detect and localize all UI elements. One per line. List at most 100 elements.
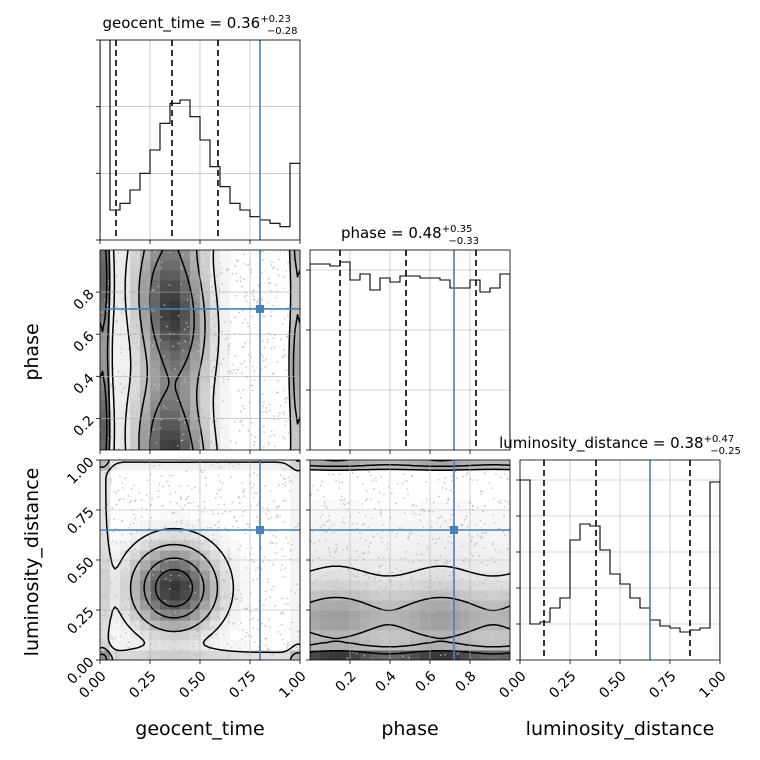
contour-geocent-time-vs-luminosity-distance-sample-point bbox=[255, 492, 258, 495]
contour-phase-vs-luminosity-distance-density-cell bbox=[370, 520, 381, 531]
contour-phase-vs-luminosity-distance-density-cell bbox=[470, 630, 481, 641]
contour-geocent-time-vs-luminosity-distance-density-cell bbox=[150, 630, 161, 641]
contour-geocent-time-vs-phase-sample-point bbox=[278, 258, 281, 261]
contour-phase-vs-luminosity-distance-sample-point bbox=[361, 552, 364, 555]
contour-geocent-time-vs-phase-density-cell bbox=[190, 440, 201, 450]
contour-geocent-time-vs-luminosity-distance-sample-point bbox=[115, 595, 117, 598]
contour-geocent-time-vs-phase-density-cell bbox=[170, 320, 181, 331]
contour-phase-vs-luminosity-distance-density-cell bbox=[460, 540, 471, 551]
contour-geocent-time-vs-luminosity-distance-sample-point bbox=[173, 648, 176, 651]
contour-geocent-time-vs-phase-truth-marker bbox=[256, 304, 264, 313]
contour-geocent-time-vs-luminosity-distance-sample-point bbox=[104, 461, 107, 464]
contour-phase-vs-luminosity-distance-sample-point bbox=[418, 513, 421, 516]
contour-phase-vs-luminosity-distance-sample-point bbox=[464, 595, 467, 598]
contour-geocent-time-vs-luminosity-distance-sample-point bbox=[220, 596, 223, 599]
contour-geocent-time-vs-phase-density-cell bbox=[210, 360, 221, 371]
contour-phase-vs-luminosity-distance-density-cell bbox=[460, 560, 471, 571]
contour-geocent-time-vs-phase-density-cell bbox=[190, 330, 201, 341]
contour-phase-vs-luminosity-distance-sample-point bbox=[319, 484, 322, 487]
contour-geocent-time-vs-luminosity-distance-sample-point bbox=[101, 533, 104, 536]
contour-geocent-time-vs-luminosity-distance-density-cell bbox=[210, 590, 221, 601]
contour-geocent-time-vs-luminosity-distance-sample-point bbox=[197, 537, 199, 539]
contour-geocent-time-vs-phase-density-cell bbox=[150, 310, 161, 321]
contour-geocent-time-vs-luminosity-distance-sample-point bbox=[199, 469, 202, 472]
contour-phase-vs-luminosity-distance-sample-point bbox=[473, 618, 476, 621]
contour-geocent-time-vs-luminosity-distance-sample-point bbox=[256, 504, 258, 507]
hist-luminosity-distance-xticklabel-1: 0.25 bbox=[546, 668, 579, 701]
contour-geocent-time-vs-phase-density-cell bbox=[180, 340, 191, 351]
contour-phase-vs-luminosity-distance-sample-point bbox=[490, 557, 493, 559]
contour-geocent-time-vs-luminosity-distance-sample-point bbox=[254, 641, 256, 644]
contour-phase-vs-luminosity-distance-sample-point bbox=[436, 567, 439, 570]
contour-phase-vs-luminosity-distance-sample-point bbox=[312, 582, 315, 585]
contour-geocent-time-vs-phase-sample-point bbox=[254, 306, 256, 309]
contour-phase-vs-luminosity-distance-sample-point bbox=[359, 537, 362, 540]
contour-phase-vs-luminosity-distance-sample-point bbox=[378, 491, 381, 494]
contour-geocent-time-vs-luminosity-distance-density-cell bbox=[150, 650, 161, 660]
contour-geocent-time-vs-phase-sample-point bbox=[270, 261, 273, 263]
contour-geocent-time-vs-phase-density-cell bbox=[140, 430, 151, 441]
contour-phase-vs-luminosity-distance-sample-point bbox=[492, 497, 495, 500]
contour-phase-vs-luminosity-distance-sample-point bbox=[507, 594, 510, 597]
contour-geocent-time-vs-phase-yticklabel-2: 0.6 bbox=[71, 328, 98, 355]
contour-phase-vs-luminosity-distance-sample-point bbox=[386, 648, 388, 651]
contour-phase-vs-luminosity-distance-density-cell bbox=[410, 610, 421, 621]
contour-geocent-time-vs-phase-sample-point bbox=[239, 280, 242, 283]
contour-phase-vs-luminosity-distance-density-cell bbox=[360, 610, 371, 621]
contour-geocent-time-vs-luminosity-distance-density-cell bbox=[130, 530, 141, 541]
contour-phase-vs-luminosity-distance-sample-point bbox=[434, 542, 437, 545]
contour-phase-vs-luminosity-distance-sample-point bbox=[319, 516, 322, 519]
contour-geocent-time-vs-phase-density-cell bbox=[130, 290, 141, 301]
contour-phase-vs-luminosity-distance-sample-point bbox=[450, 585, 453, 588]
contour-geocent-time-vs-luminosity-distance-sample-point bbox=[202, 613, 205, 616]
contour-phase-vs-luminosity-distance-density-cell bbox=[360, 620, 371, 631]
contour-geocent-time-vs-luminosity-distance-sample-point bbox=[214, 523, 217, 526]
contour-geocent-time-vs-luminosity-distance-density-cell bbox=[200, 630, 211, 641]
contour-geocent-time-vs-luminosity-distance-sample-point bbox=[158, 464, 161, 467]
contour-geocent-time-vs-luminosity-distance-sample-point bbox=[233, 593, 236, 596]
contour-geocent-time-vs-luminosity-distance-density-cell bbox=[130, 460, 141, 471]
contour-phase-vs-luminosity-distance-density-cell bbox=[400, 530, 411, 541]
contour-geocent-time-vs-phase-density-cell bbox=[110, 380, 121, 391]
contour-geocent-time-vs-phase-density-cell bbox=[180, 330, 191, 341]
contour-geocent-time-vs-luminosity-distance-sample-point bbox=[266, 507, 269, 510]
contour-geocent-time-vs-phase-sample-point bbox=[121, 391, 123, 394]
contour-geocent-time-vs-luminosity-distance-density-cell bbox=[130, 610, 141, 621]
contour-geocent-time-vs-phase-density-cell bbox=[140, 340, 151, 351]
contour-geocent-time-vs-luminosity-distance-density-cell bbox=[200, 610, 211, 621]
contour-geocent-time-vs-luminosity-distance-sample-point bbox=[169, 579, 172, 582]
contour-phase-vs-luminosity-distance-density-cell bbox=[310, 570, 321, 581]
contour-phase-vs-luminosity-distance-sample-point bbox=[352, 574, 355, 576]
contour-geocent-time-vs-phase-sample-point bbox=[241, 372, 243, 374]
contour-geocent-time-vs-luminosity-distance-sample-point bbox=[251, 635, 253, 638]
contour-geocent-time-vs-luminosity-distance-sample-point bbox=[189, 539, 191, 542]
contour-geocent-time-vs-luminosity-distance-density-cell bbox=[230, 540, 241, 551]
contour-phase-vs-luminosity-distance-density-cell bbox=[460, 590, 471, 601]
contour-geocent-time-vs-phase-density-cell bbox=[220, 410, 231, 421]
contour-geocent-time-vs-luminosity-distance-sample-point bbox=[263, 604, 265, 607]
contour-geocent-time-vs-luminosity-distance-sample-point bbox=[110, 480, 113, 483]
contour-phase-vs-luminosity-distance-density-cell bbox=[340, 460, 351, 471]
contour-geocent-time-vs-luminosity-distance-sample-point bbox=[106, 558, 109, 561]
contour-geocent-time-vs-phase-density-cell bbox=[220, 390, 231, 401]
contour-geocent-time-vs-phase-density-cell bbox=[170, 390, 181, 401]
contour-geocent-time-vs-luminosity-distance-density-cell bbox=[100, 600, 111, 611]
contour-geocent-time-vs-phase-sample-point bbox=[261, 411, 264, 414]
contour-geocent-time-vs-phase-sample-point bbox=[262, 401, 265, 404]
contour-geocent-time-vs-luminosity-distance-density-cell bbox=[150, 530, 161, 541]
contour-phase-vs-luminosity-distance-sample-point bbox=[463, 638, 465, 641]
contour-phase-vs-luminosity-distance-density-cell bbox=[440, 540, 451, 551]
contour-geocent-time-vs-luminosity-distance-sample-point bbox=[230, 646, 233, 648]
contour-phase-vs-luminosity-distance-sample-point bbox=[480, 537, 483, 540]
contour-geocent-time-vs-luminosity-distance-sample-point bbox=[251, 617, 254, 620]
contour-geocent-time-vs-luminosity-distance-sample-point bbox=[115, 656, 118, 658]
contour-geocent-time-vs-luminosity-distance-sample-point bbox=[169, 501, 171, 504]
contour-geocent-time-vs-phase-sample-point bbox=[262, 359, 265, 362]
contour-geocent-time-vs-phase-sample-point bbox=[178, 419, 181, 422]
contour-phase-vs-luminosity-distance-sample-point bbox=[389, 516, 392, 519]
contour-geocent-time-vs-luminosity-distance-density-cell bbox=[130, 590, 141, 601]
contour-phase-vs-luminosity-distance-sample-point bbox=[495, 604, 497, 606]
contour-geocent-time-vs-luminosity-distance-sample-point bbox=[283, 520, 285, 523]
contour-geocent-time-vs-luminosity-distance-sample-point bbox=[252, 496, 255, 499]
contour-geocent-time-vs-luminosity-distance-density-cell bbox=[110, 640, 121, 651]
